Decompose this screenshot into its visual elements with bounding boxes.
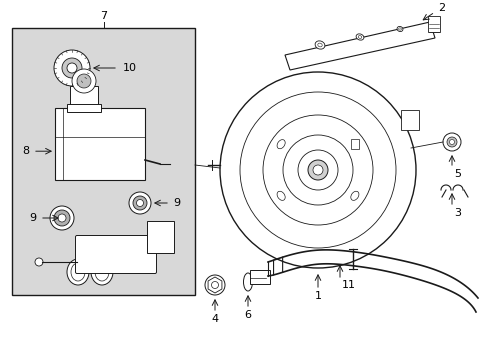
Polygon shape <box>208 277 222 293</box>
Bar <box>12 28 195 295</box>
Circle shape <box>442 133 460 151</box>
Circle shape <box>307 160 327 180</box>
Text: 4: 4 <box>211 314 218 324</box>
Circle shape <box>448 140 453 144</box>
Text: 1: 1 <box>314 291 321 301</box>
Text: 6: 6 <box>244 310 251 320</box>
Text: 11: 11 <box>341 280 355 290</box>
Ellipse shape <box>350 191 358 201</box>
Ellipse shape <box>355 34 363 40</box>
Ellipse shape <box>91 259 113 285</box>
Circle shape <box>35 258 43 266</box>
Circle shape <box>58 214 66 222</box>
Bar <box>55 108 145 180</box>
Bar <box>249 270 269 284</box>
Circle shape <box>133 196 147 210</box>
Text: 2: 2 <box>437 3 444 13</box>
FancyBboxPatch shape <box>147 221 174 253</box>
Polygon shape <box>285 22 434 70</box>
Circle shape <box>62 58 82 78</box>
Bar <box>427 16 439 32</box>
Ellipse shape <box>243 273 252 291</box>
Circle shape <box>446 137 456 147</box>
Circle shape <box>204 275 224 295</box>
Bar <box>400 110 418 130</box>
Circle shape <box>54 210 70 226</box>
Text: 3: 3 <box>453 208 460 218</box>
Circle shape <box>54 50 90 86</box>
Circle shape <box>129 192 151 214</box>
Text: 10: 10 <box>123 63 137 73</box>
Ellipse shape <box>277 140 285 149</box>
Circle shape <box>312 165 323 175</box>
Ellipse shape <box>277 191 285 201</box>
Ellipse shape <box>67 259 89 285</box>
Circle shape <box>72 69 96 93</box>
Text: 5: 5 <box>453 169 460 179</box>
Ellipse shape <box>314 41 324 49</box>
FancyBboxPatch shape <box>75 235 156 274</box>
Circle shape <box>211 282 218 288</box>
Text: 8: 8 <box>22 146 29 156</box>
Text: 9: 9 <box>173 198 180 208</box>
Bar <box>67 104 101 112</box>
Circle shape <box>77 74 91 88</box>
Bar <box>70 86 98 108</box>
Circle shape <box>136 199 143 207</box>
Text: 7: 7 <box>100 11 107 21</box>
Circle shape <box>50 206 74 230</box>
Circle shape <box>220 72 415 268</box>
Text: 9: 9 <box>29 213 36 223</box>
Circle shape <box>67 63 77 73</box>
Ellipse shape <box>396 26 402 32</box>
Bar <box>350 139 358 149</box>
